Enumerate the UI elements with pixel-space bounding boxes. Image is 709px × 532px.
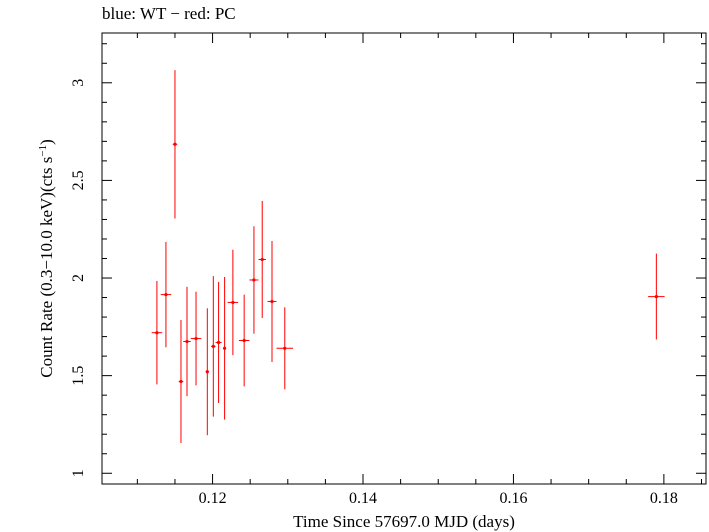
data-marker	[155, 331, 159, 335]
y-axis-label: Count Rate (0.3−10.0 keV)(cts s−1)	[37, 139, 56, 378]
data-point	[151, 280, 163, 385]
y-axis-label-sup: −1	[37, 145, 49, 157]
data-point	[227, 249, 239, 356]
axis-ticks	[102, 33, 706, 484]
data-point	[172, 70, 178, 219]
data-point	[267, 240, 277, 362]
data-marker	[252, 278, 256, 282]
data-marker	[179, 379, 183, 384]
data-points	[151, 70, 665, 443]
data-marker	[216, 340, 221, 345]
data-point	[183, 286, 191, 397]
x-tick-label: 0.14	[349, 490, 377, 507]
data-marker	[194, 336, 198, 341]
data-point	[178, 320, 184, 443]
data-point	[215, 281, 222, 403]
plot-frame	[101, 32, 707, 485]
data-marker	[173, 142, 177, 146]
data-point	[160, 241, 172, 348]
y-axis-label-main: Count Rate (0.3−10.0 keV)(cts s	[37, 157, 56, 378]
y-tick-label: 1.5	[70, 366, 87, 386]
data-marker	[242, 338, 246, 343]
data-marker	[260, 257, 264, 262]
chart-title: blue: WT − red: PC	[102, 4, 236, 23]
data-marker	[211, 344, 215, 348]
data-marker	[205, 370, 209, 374]
data-marker	[223, 346, 227, 350]
data-point	[190, 291, 202, 386]
y-axis-label-close: )	[37, 139, 56, 145]
x-axis-label: Time Since 57697.0 MJD (days)	[293, 512, 515, 531]
x-tick-label: 0.18	[650, 490, 678, 507]
data-point	[238, 294, 250, 387]
y-tick-label: 2.5	[70, 170, 87, 190]
y-tick-label: 3	[70, 79, 87, 87]
data-marker	[270, 299, 274, 304]
data-marker	[283, 346, 287, 350]
data-point	[205, 308, 209, 436]
x-tick-label: 0.16	[499, 490, 527, 507]
data-point	[249, 226, 259, 334]
data-point	[258, 200, 266, 319]
data-marker	[231, 300, 235, 305]
y-tick-label: 1	[70, 469, 87, 477]
data-point	[223, 277, 227, 420]
x-tick-label: 0.12	[199, 490, 227, 507]
y-tick-label: 2	[70, 274, 87, 282]
data-marker	[185, 339, 189, 344]
data-point	[211, 276, 216, 417]
data-marker	[164, 293, 168, 297]
data-point	[276, 307, 294, 390]
data-marker	[654, 294, 658, 299]
data-point	[648, 253, 665, 340]
tick-labels: 0.12 0.14 0.16 0.18 1 1.5 2 2.5 3	[70, 79, 678, 507]
